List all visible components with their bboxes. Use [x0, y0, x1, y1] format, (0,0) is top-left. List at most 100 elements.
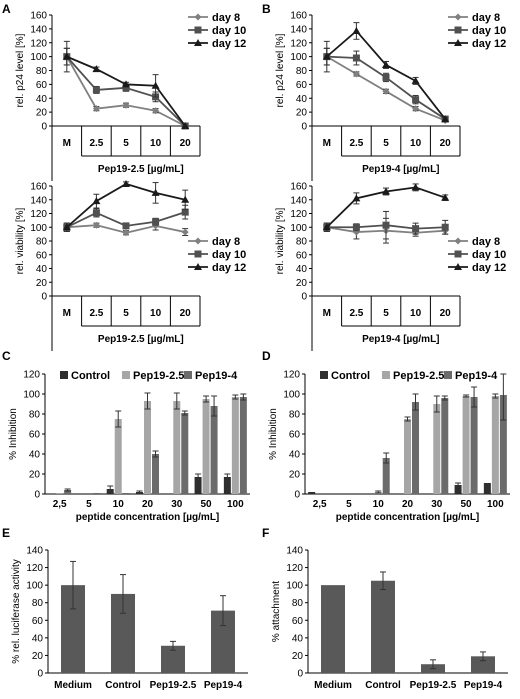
panel-a2-series-day-10: [63, 204, 189, 232]
panel-e-y-tick-label: 0: [37, 669, 43, 680]
panel-c-legend-Pep19-2.5-swatch: [122, 371, 130, 379]
panel-c-legend-Pep19-4-swatch: [184, 371, 192, 379]
panel-f-x-tick-label: Pep19-4: [464, 680, 503, 691]
panel-c-x-tick-label: 50: [201, 499, 213, 510]
panel-b-series-day-10-point: [382, 73, 390, 81]
panel-e-y-tick-label: 120: [26, 563, 43, 574]
panel-b2-legend-day-12-label: day 12: [472, 262, 506, 274]
panel-a-y-tick-label: 100: [30, 52, 47, 63]
panel-d-bar-Control: [483, 483, 491, 494]
panel-f-y-tick-label: 40: [292, 633, 304, 644]
panel-letter-f: F: [262, 526, 269, 540]
panel-c-bar-Pep19-4: [64, 490, 72, 494]
panel-b-series-day-12-point: [352, 26, 361, 34]
panel-b-series-day-8: [323, 47, 449, 124]
panel-letter-e: E: [2, 526, 10, 540]
panel-b2-x-tick-label: 20: [440, 308, 452, 319]
panel-c-x-tick-label: 10: [113, 499, 125, 510]
panel-letters: A B C D E F: [2, 2, 271, 540]
panel-c-legend-Pep19-2.5-label: Pep19-2.5: [133, 370, 184, 382]
panel-d-x-tick-label: 10: [373, 499, 385, 510]
panel-c-y-tick-label: 20: [29, 470, 41, 481]
panel-b2-series-day-12-point: [382, 187, 390, 195]
panel-a-y-tick-label: 20: [36, 108, 48, 119]
panel-a-legend-day-8-swatch-marker: [194, 13, 202, 21]
panel-a2-series-day-10-point: [92, 209, 100, 217]
panel-f-y-tick-label: 60: [292, 616, 304, 627]
panel-c-bar-Pep19-4: [239, 397, 247, 494]
panel-b2-series-day-10-point: [382, 221, 390, 229]
panel-b2-y-tick-label: 60: [296, 250, 308, 261]
panel-b-series-day-12-point: [382, 60, 390, 68]
panel-a-series-day-8-point: [92, 105, 100, 113]
panel-b-series-day-12-point: [411, 76, 420, 84]
panel-f-bar: [321, 585, 345, 673]
panel-f-x-tick-label: Control: [365, 680, 401, 691]
panel-c-bar-Pep19-4: [152, 454, 159, 494]
panel-e-y-tick-label: 100: [26, 581, 43, 592]
panel-d-bar-Pep19-2.5: [404, 419, 411, 494]
panel-e-x-tick-label: Control: [105, 680, 141, 691]
panel-b2-series-day-12-point: [441, 193, 450, 201]
panel-d: 0 20 40 60 80 100 120 % Inhibition 2,5 5 10 20 30 50 1…: [268, 370, 510, 523]
panel-f-y-tick-label: 140: [286, 546, 303, 557]
panel-d-bar-Pep19-2.5: [491, 396, 499, 494]
panel-a2-series-day-12-point: [151, 188, 160, 196]
panel-c-bar-Pep19-2.5: [56, 493, 64, 494]
panel-c: 0 20 40 60 80 100 120 % Inhibition 2,5 5 10 20 30 50 1…: [8, 370, 250, 523]
panel-f-y-axis-title: % attachment: [271, 581, 282, 642]
panel-d-bar-Pep19-4: [382, 458, 390, 494]
panel-a2-y-axis-title: rel. viability [%]: [15, 207, 26, 274]
panel-b2-legend-day-8-label: day 8: [472, 236, 500, 248]
panel-b-series-day-8-point: [382, 87, 390, 95]
panel-f-x-tick-label: Medium: [314, 680, 352, 691]
panel-c-bar-Pep19-4: [210, 406, 218, 494]
panel-d-y-axis-title: % Inhibition: [268, 408, 279, 460]
panel-e-y-tick-label: 40: [32, 633, 44, 644]
panel-f-y-tick-label: 120: [286, 563, 303, 574]
panel-b-y-tick-label: 0: [301, 122, 307, 133]
panel-b-y-tick-label: 60: [296, 80, 308, 91]
panel-b-legend-day-12-swatch-marker: [454, 39, 462, 46]
panel-d-y-tick-label: 20: [289, 470, 301, 481]
panel-b2-legend-day-10-label: day 10: [472, 249, 506, 261]
panel-d-bar-Control: [454, 485, 462, 494]
panel-e-x-tick-label: Medium: [54, 680, 92, 691]
panel-f-y-tick-label: 80: [292, 598, 304, 609]
panel-e-x-tick-label: Pep19-4: [204, 680, 243, 691]
panel-b2-x-tick-label: 2.5: [349, 308, 363, 319]
panel-b-x-tick-label: 5: [383, 138, 389, 149]
panel-a-series-day-12-point: [181, 122, 190, 129]
panel-b2-legend-day-10-swatch-marker: [454, 250, 462, 258]
panel-c-bar-Pep19-2.5: [202, 399, 210, 494]
panel-f-bar: [371, 580, 395, 673]
panel-a-x-tick-label: 10: [150, 138, 162, 149]
panel-b-series-day-8-point: [352, 70, 360, 78]
panel-a-series-day-12-point: [92, 65, 101, 73]
panel-c-x-tick-label: 2,5: [53, 499, 67, 510]
panel-d-bar-Pep19-2.5: [462, 396, 470, 494]
panel-d-legend-Control-swatch: [320, 371, 328, 379]
panel-a-series-day-12-point: [122, 80, 130, 88]
panel-f-bar: [471, 656, 495, 673]
panel-letter-a: A: [2, 2, 11, 16]
panel-a2-legend-day-8-swatch-marker: [194, 237, 202, 245]
panel-b-y-tick-label: 20: [296, 108, 308, 119]
panel-c-legend-Pep19-4-label: Pep19-4: [195, 370, 238, 382]
panel-a-series-day-12-point: [151, 81, 160, 89]
panel-d-bar-Pep19-4: [441, 398, 449, 494]
panel-b-series-day-10-point: [352, 54, 360, 62]
panel-a2-series-day-10-point: [152, 218, 160, 226]
panel-b2-y-tick-label: 0: [301, 292, 307, 303]
panel-d-legend-Pep19-2.5-swatch: [382, 371, 390, 379]
panel-b2-series-day-12-point: [411, 183, 420, 191]
panel-c-legend-Control-swatch: [60, 371, 68, 379]
panel-b-series-day-10-point: [412, 96, 420, 104]
panel-a2-x-tick-label: M: [63, 308, 71, 319]
panel-c-y-tick-label: 0: [34, 490, 40, 501]
panel-a2-x-tick-label: 5: [123, 308, 129, 319]
panel-b2-legend-day-8-swatch-marker: [454, 237, 462, 245]
panel-b-legend-day-8-swatch-marker: [454, 13, 462, 21]
panel-b2-x-axis-title: Pep19-4 [µg/mL]: [362, 334, 439, 345]
